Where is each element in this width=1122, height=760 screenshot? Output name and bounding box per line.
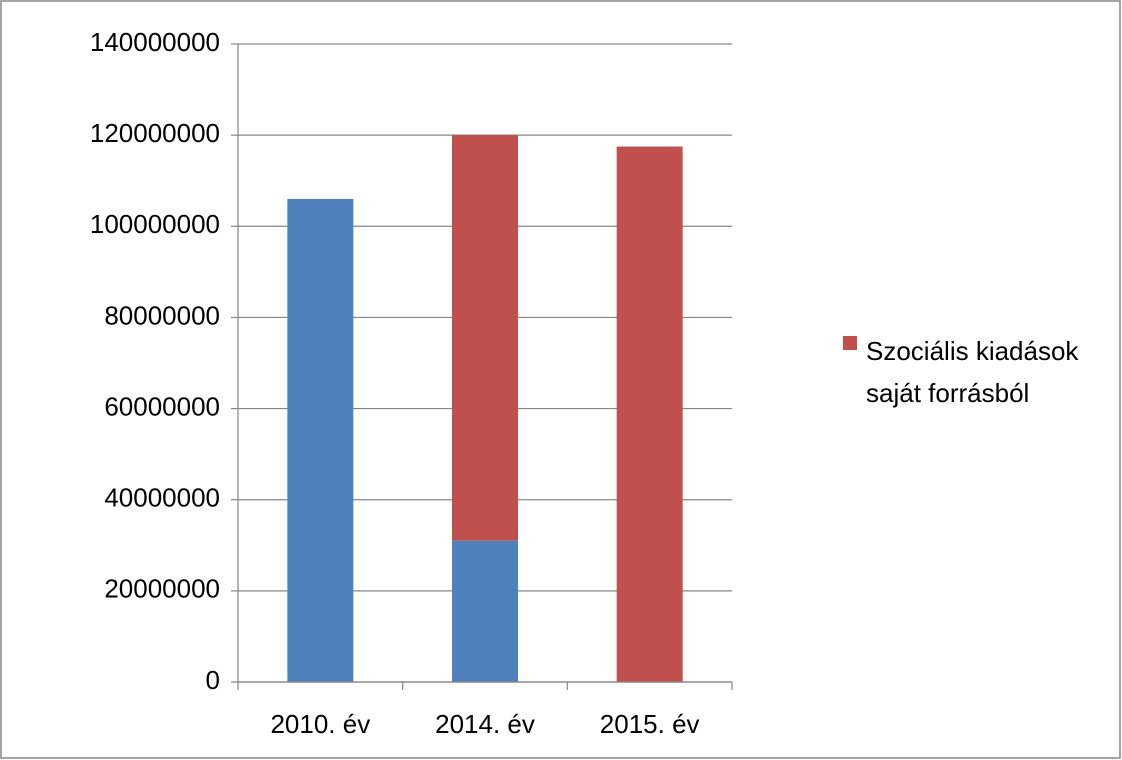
y-tick-label: 100000000: [90, 209, 220, 239]
legend-label: Szociális kiadások saját forrásból: [866, 336, 1079, 408]
y-tick-label: 40000000: [104, 483, 220, 513]
bar-segment: [452, 135, 518, 541]
legend-swatch: [843, 336, 857, 350]
bar-segment: [287, 198, 354, 682]
y-tick-label: 80000000: [104, 300, 220, 330]
bar-segment: [616, 146, 683, 683]
y-tick-label: 60000000: [104, 391, 220, 421]
y-tick-label: 120000000: [90, 118, 220, 148]
x-tick-label: 2010. év: [270, 709, 370, 739]
y-tick-label: 20000000: [104, 574, 220, 604]
x-tick-label: 2014. év: [435, 709, 535, 739]
y-tick-label: 140000000: [90, 27, 220, 57]
y-tick-label: 0: [206, 665, 220, 695]
x-tick-label: 2015. év: [600, 709, 700, 739]
bar-segment: [452, 540, 518, 682]
